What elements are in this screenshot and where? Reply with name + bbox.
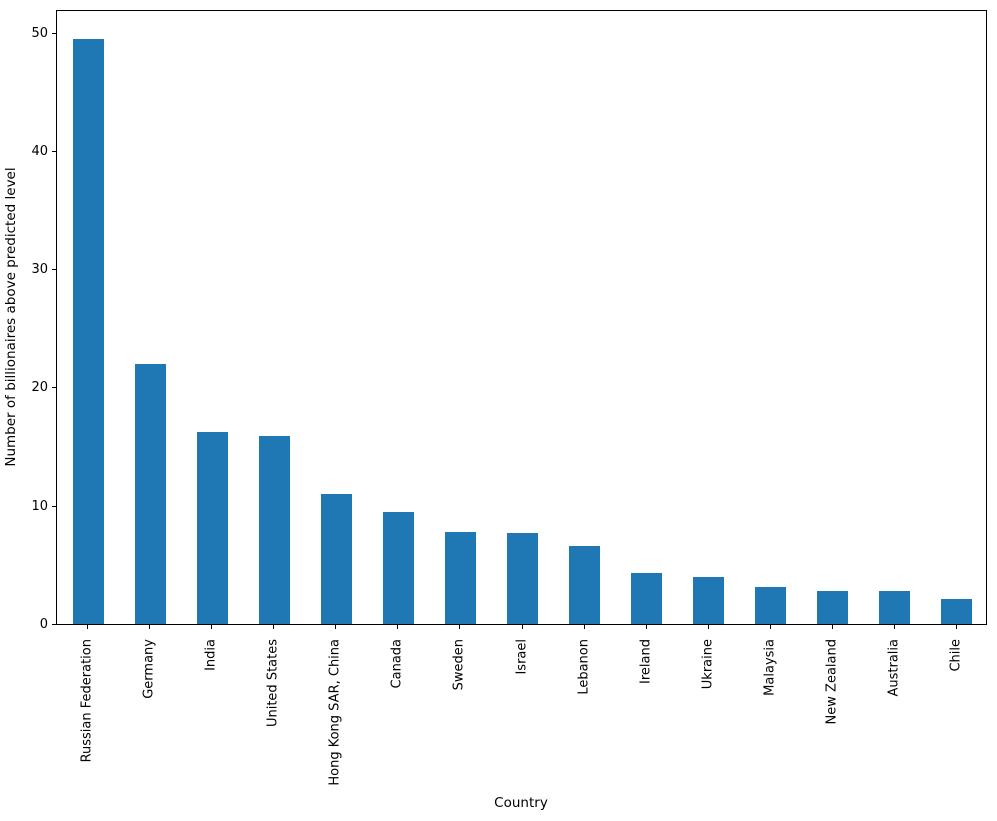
bar <box>445 532 476 624</box>
plot-area <box>56 10 987 625</box>
x-tick-mark <box>87 625 88 629</box>
bar <box>693 577 724 624</box>
x-tick-label: United States <box>265 639 281 728</box>
x-tick-mark <box>770 625 771 629</box>
x-tick-label: Russian Federation <box>79 639 95 763</box>
bar <box>507 533 538 624</box>
x-tick-mark <box>894 625 895 629</box>
x-tick-label: India <box>203 639 219 671</box>
x-tick-label: Ireland <box>638 639 654 684</box>
y-tick-label: 0 <box>39 617 48 632</box>
y-tick-mark <box>52 387 56 388</box>
bar <box>631 573 662 624</box>
bar <box>321 494 352 624</box>
x-tick-mark <box>335 625 336 629</box>
y-axis-label: Number of billionaires above predicted l… <box>3 167 19 467</box>
bar <box>569 546 600 624</box>
bar <box>817 591 848 624</box>
x-tick-mark <box>397 625 398 629</box>
y-tick-mark <box>52 624 56 625</box>
y-tick-label: 50 <box>31 26 48 41</box>
x-tick-label: Sweden <box>451 639 467 691</box>
x-tick-label: Hong Kong SAR, China <box>327 639 343 786</box>
y-tick-mark <box>52 33 56 34</box>
bar <box>73 39 104 624</box>
y-tick-mark <box>52 269 56 270</box>
x-tick-label: Chile <box>948 639 964 672</box>
x-tick-label: Canada <box>389 639 405 689</box>
x-tick-mark <box>459 625 460 629</box>
x-tick-label: Germany <box>141 639 157 699</box>
y-tick-label: 40 <box>31 144 48 159</box>
y-tick-mark <box>52 506 56 507</box>
x-tick-label: Ukraine <box>700 639 716 690</box>
x-tick-label: Malaysia <box>762 639 778 696</box>
y-tick-label: 10 <box>31 499 48 514</box>
x-tick-mark <box>708 625 709 629</box>
x-tick-mark <box>584 625 585 629</box>
y-tick-label: 30 <box>31 262 48 277</box>
bar <box>383 512 414 624</box>
x-tick-mark <box>646 625 647 629</box>
x-tick-mark <box>211 625 212 629</box>
bar <box>135 364 166 624</box>
bar <box>259 436 290 624</box>
bar <box>941 599 972 624</box>
bar <box>879 591 910 624</box>
x-tick-mark <box>149 625 150 629</box>
x-tick-mark <box>956 625 957 629</box>
y-tick-label: 20 <box>31 380 48 395</box>
x-tick-mark <box>273 625 274 629</box>
x-tick-label: New Zealand <box>824 639 840 725</box>
x-tick-label: Israel <box>514 639 530 675</box>
bar <box>197 432 228 624</box>
x-axis-label: Country <box>494 795 548 811</box>
x-tick-mark <box>522 625 523 629</box>
x-tick-mark <box>832 625 833 629</box>
x-tick-label: Lebanon <box>576 639 592 695</box>
x-tick-label: Australia <box>886 639 902 697</box>
bar <box>755 587 786 624</box>
y-tick-mark <box>52 151 56 152</box>
